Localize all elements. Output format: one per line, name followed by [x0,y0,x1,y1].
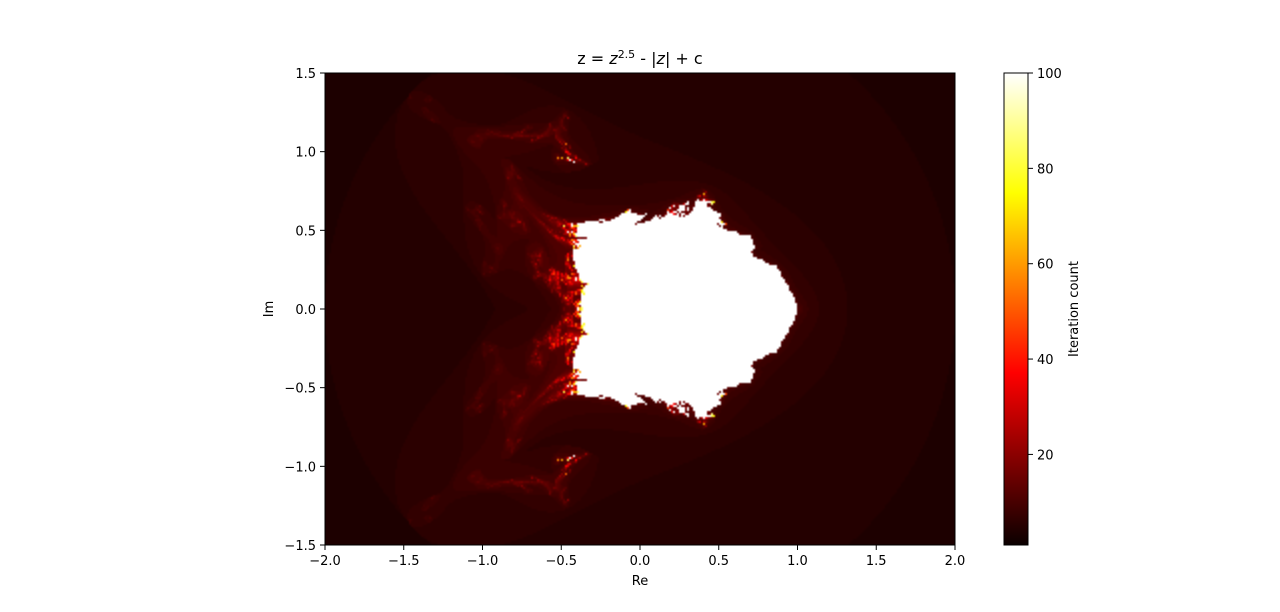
x-axis-label: Re [632,574,648,589]
colorbar-tick-label: 20 [1037,448,1054,463]
y-tick-label: 1.0 [295,146,316,161]
x-tick-label: 0.5 [708,554,729,569]
x-axis: −2.0 −1.5 −1.0 −0.5 0.0 0.5 1.0 1.5 2.0 [309,545,965,569]
x-tick-label: 1.5 [866,554,887,569]
colorbar-tick-label: 40 [1037,353,1054,368]
y-tick-label: 0.0 [295,303,316,318]
x-tick-label: 2.0 [945,554,966,569]
x-tick-label: −2.0 [309,554,341,569]
colorbar-ticks: 20 40 60 80 100 [1028,67,1062,463]
y-tick-label: −0.5 [284,382,316,397]
title-prefix: z = [577,49,609,68]
title-base: z [608,49,618,68]
colorbar-tick-label: 80 [1037,162,1054,177]
x-tick-label: 1.0 [787,554,808,569]
x-tick-label: 0.0 [630,554,651,569]
heatmap-image [325,73,955,545]
x-tick-label: −1.0 [467,554,499,569]
title-middle: - | [635,49,656,68]
colorbar [1003,72,1029,546]
chart-title: z = z2.5 - |z| + c [577,48,702,68]
colorbar-tick-label: 100 [1037,67,1062,82]
y-tick-label: 1.5 [295,67,316,82]
x-tick-label: −0.5 [545,554,577,569]
y-tick-label: −1.0 [284,460,316,475]
colorbar-tick-label: 60 [1037,258,1054,273]
x-tick-label: −1.5 [388,554,420,569]
heatmap-container [325,73,955,545]
title-suffix: | + c [665,49,703,68]
y-axis: −1.5 −1.0 −0.5 0.0 0.5 1.0 1.5 [284,67,325,554]
y-tick-label: 0.5 [295,224,316,239]
title-exponent: 2.5 [618,48,636,61]
y-axis-label: Im [262,301,277,318]
colorbar-label: Iteration count [1067,261,1082,357]
y-tick-label: −1.5 [284,539,316,554]
title-abs-var: z [656,49,666,68]
